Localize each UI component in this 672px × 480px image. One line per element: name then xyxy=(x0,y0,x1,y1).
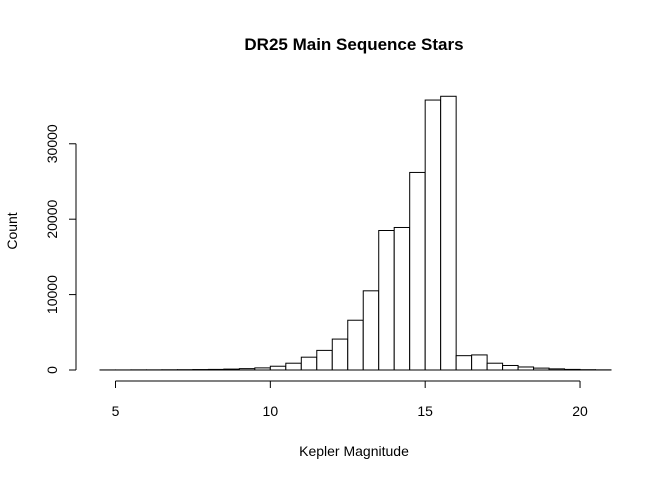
histogram-bar xyxy=(455,355,473,371)
histogram-bar xyxy=(502,364,519,371)
y-tick-label: 20000 xyxy=(44,200,60,239)
x-tick-label: 20 xyxy=(572,403,588,419)
histogram-bar xyxy=(471,354,488,371)
y-tick-label: 10000 xyxy=(44,275,60,314)
y-tick-label: 30000 xyxy=(44,124,60,163)
histogram-bars xyxy=(99,95,612,371)
histogram-bar xyxy=(269,365,287,371)
histogram-bar xyxy=(440,95,457,371)
histogram-bar xyxy=(347,319,364,371)
histogram-bar xyxy=(238,368,256,371)
histogram-bar xyxy=(548,368,566,371)
histogram-bar xyxy=(207,368,225,371)
histogram-bar xyxy=(564,368,581,371)
histogram-bar xyxy=(409,171,426,371)
histogram-bar xyxy=(331,338,349,371)
histogram-bar xyxy=(393,226,411,371)
histogram-bar xyxy=(254,367,271,371)
histogram-bar xyxy=(300,356,318,371)
histogram-bar xyxy=(378,230,395,371)
x-axis-label: Kepler Magnitude xyxy=(299,443,409,459)
y-axis: 0 10000 20000 30000 xyxy=(44,124,77,374)
x-tick-label: 5 xyxy=(112,403,120,419)
x-axis: 5 10 15 20 xyxy=(112,380,588,419)
histogram-bar xyxy=(316,349,333,371)
histogram-bar xyxy=(285,362,302,371)
y-tick-label: 0 xyxy=(44,366,60,374)
histogram-bar xyxy=(533,367,550,371)
x-tick-label: 15 xyxy=(417,403,433,419)
histogram-bar xyxy=(486,362,504,371)
histogram-bar xyxy=(362,290,380,371)
chart-title: DR25 Main Sequence Stars xyxy=(244,35,463,54)
x-tick-label: 10 xyxy=(263,403,279,419)
y-axis-label: Count xyxy=(4,212,20,249)
histogram-bar xyxy=(424,99,442,371)
histogram-bar xyxy=(223,368,240,371)
histogram-bar xyxy=(517,366,535,371)
